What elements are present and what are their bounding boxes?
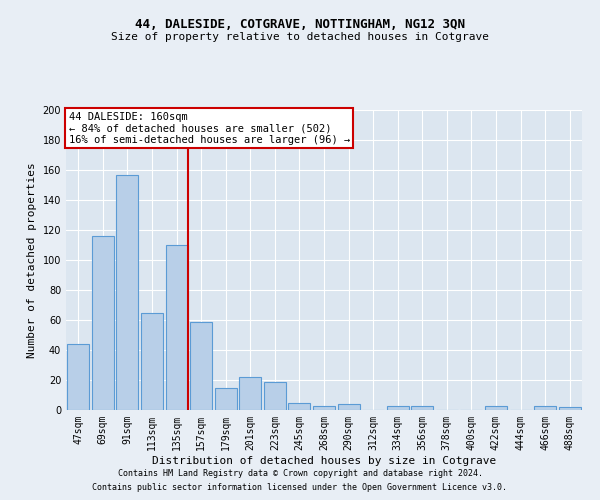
Y-axis label: Number of detached properties: Number of detached properties (27, 162, 37, 358)
Bar (67, 344, 89, 410)
Bar (289, 402, 310, 410)
Bar (338, 404, 359, 410)
Bar (411, 406, 433, 410)
Bar (239, 377, 262, 410)
Bar (485, 406, 507, 410)
Bar (534, 406, 556, 410)
Text: Contains HM Land Registry data © Crown copyright and database right 2024.: Contains HM Land Registry data © Crown c… (118, 468, 482, 477)
Bar (190, 322, 212, 410)
Bar (559, 407, 581, 410)
Bar (116, 174, 139, 410)
Bar (215, 388, 237, 410)
Bar (92, 236, 114, 410)
Text: 44 DALESIDE: 160sqm
← 84% of detached houses are smaller (502)
16% of semi-detac: 44 DALESIDE: 160sqm ← 84% of detached ho… (68, 112, 350, 144)
Bar (386, 406, 409, 410)
Text: 44, DALESIDE, COTGRAVE, NOTTINGHAM, NG12 3QN: 44, DALESIDE, COTGRAVE, NOTTINGHAM, NG12… (135, 18, 465, 30)
Bar (141, 312, 163, 410)
Bar (264, 382, 286, 410)
Bar (313, 406, 335, 410)
Text: Size of property relative to detached houses in Cotgrave: Size of property relative to detached ho… (111, 32, 489, 42)
X-axis label: Distribution of detached houses by size in Cotgrave: Distribution of detached houses by size … (152, 456, 496, 466)
Bar (166, 245, 188, 410)
Text: Contains public sector information licensed under the Open Government Licence v3: Contains public sector information licen… (92, 484, 508, 492)
